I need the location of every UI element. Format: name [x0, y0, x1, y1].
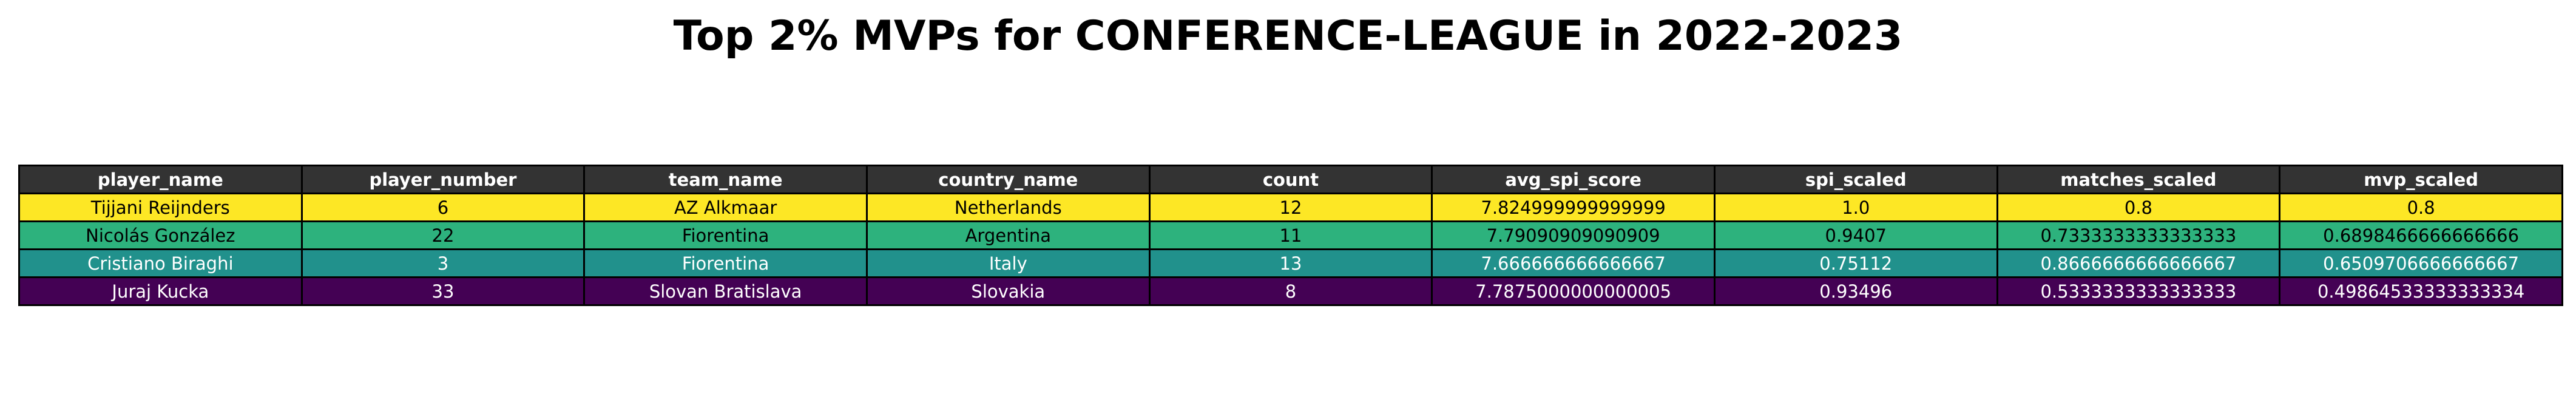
cell-matches-scaled: 0.8666666666666667 — [1996, 248, 2281, 278]
table-row: Cristiano Biraghi 3 Fiorentina Italy 13 7.666… — [18, 248, 2563, 278]
table-body: Tijjani Reijnders 6 AZ Alkmaar Netherlands 1… — [18, 193, 2563, 306]
mvp-table-container: player_name player_number team_name country… — [18, 165, 2563, 306]
cell-team-name: Fiorentina — [583, 248, 868, 278]
cell-player-name: Juraj Kucka — [18, 276, 303, 306]
table-row: Juraj Kucka 33 Slovan Bratislava Slovakia 8 7… — [18, 276, 2563, 306]
cell-mvp-scaled: 0.49864533333333334 — [2279, 276, 2563, 306]
cell-spi-scaled: 0.93496 — [1713, 276, 1998, 306]
cell-player-name: Nicolás González — [18, 220, 303, 250]
cell-mvp-scaled: 0.6898466666666666 — [2279, 220, 2563, 250]
cell-count: 12 — [1148, 193, 1433, 222]
cell-player-number: 6 — [300, 193, 586, 222]
chart-title: Top 2% MVPs for CONFERENCE-LEAGUE in 202… — [673, 12, 1903, 60]
table-row: Tijjani Reijnders 6 AZ Alkmaar Netherlands 1… — [18, 193, 2563, 222]
cell-player-name: Cristiano Biraghi — [18, 248, 303, 278]
column-header-spi-scaled: spi_scaled — [1713, 165, 1998, 194]
column-header-country-name: country_name — [865, 165, 1151, 194]
column-header-mvp-scaled: mvp_scaled — [2279, 165, 2563, 194]
cell-matches-scaled: 0.5333333333333333 — [1996, 276, 2281, 306]
cell-avg-spi-score: 7.824999999999999 — [1431, 193, 1716, 222]
cell-country-name: Italy — [865, 248, 1151, 278]
cell-matches-scaled: 0.7333333333333333 — [1996, 220, 2281, 250]
header-row: player_name player_number team_name country… — [18, 165, 2563, 194]
cell-country-name: Argentina — [865, 220, 1151, 250]
cell-player-number: 22 — [300, 220, 586, 250]
cell-player-number: 33 — [300, 276, 586, 306]
cell-team-name: Slovan Bratislava — [583, 276, 868, 306]
cell-avg-spi-score: 7.79090909090909 — [1431, 220, 1716, 250]
cell-spi-scaled: 0.9407 — [1713, 220, 1998, 250]
cell-country-name: Slovakia — [865, 276, 1151, 306]
cell-mvp-scaled: 0.6509706666666667 — [2279, 248, 2563, 278]
cell-spi-scaled: 1.0 — [1713, 193, 1998, 222]
cell-player-number: 3 — [300, 248, 586, 278]
cell-mvp-scaled: 0.8 — [2279, 193, 2563, 222]
column-header-player-number: player_number — [300, 165, 586, 194]
cell-spi-scaled: 0.75112 — [1713, 248, 1998, 278]
column-header-count: count — [1148, 165, 1433, 194]
column-header-player-name: player_name — [18, 165, 303, 194]
cell-avg-spi-score: 7.666666666666667 — [1431, 248, 1716, 278]
column-header-team-name: team_name — [583, 165, 868, 194]
table-row: Nicolás González 22 Fiorentina Argentina 11 7… — [18, 220, 2563, 250]
cell-avg-spi-score: 7.7875000000000005 — [1431, 276, 1716, 306]
cell-team-name: AZ Alkmaar — [583, 193, 868, 222]
column-header-matches-scaled: matches_scaled — [1996, 165, 2281, 194]
cell-count: 8 — [1148, 276, 1433, 306]
cell-team-name: Fiorentina — [583, 220, 868, 250]
cell-player-name: Tijjani Reijnders — [18, 193, 303, 222]
cell-matches-scaled: 0.8 — [1996, 193, 2281, 222]
cell-country-name: Netherlands — [865, 193, 1151, 222]
column-header-avg-spi-score: avg_spi_score — [1431, 165, 1716, 194]
cell-count: 11 — [1148, 220, 1433, 250]
cell-count: 13 — [1148, 248, 1433, 278]
mvp-table: player_name player_number team_name country… — [18, 165, 2563, 306]
